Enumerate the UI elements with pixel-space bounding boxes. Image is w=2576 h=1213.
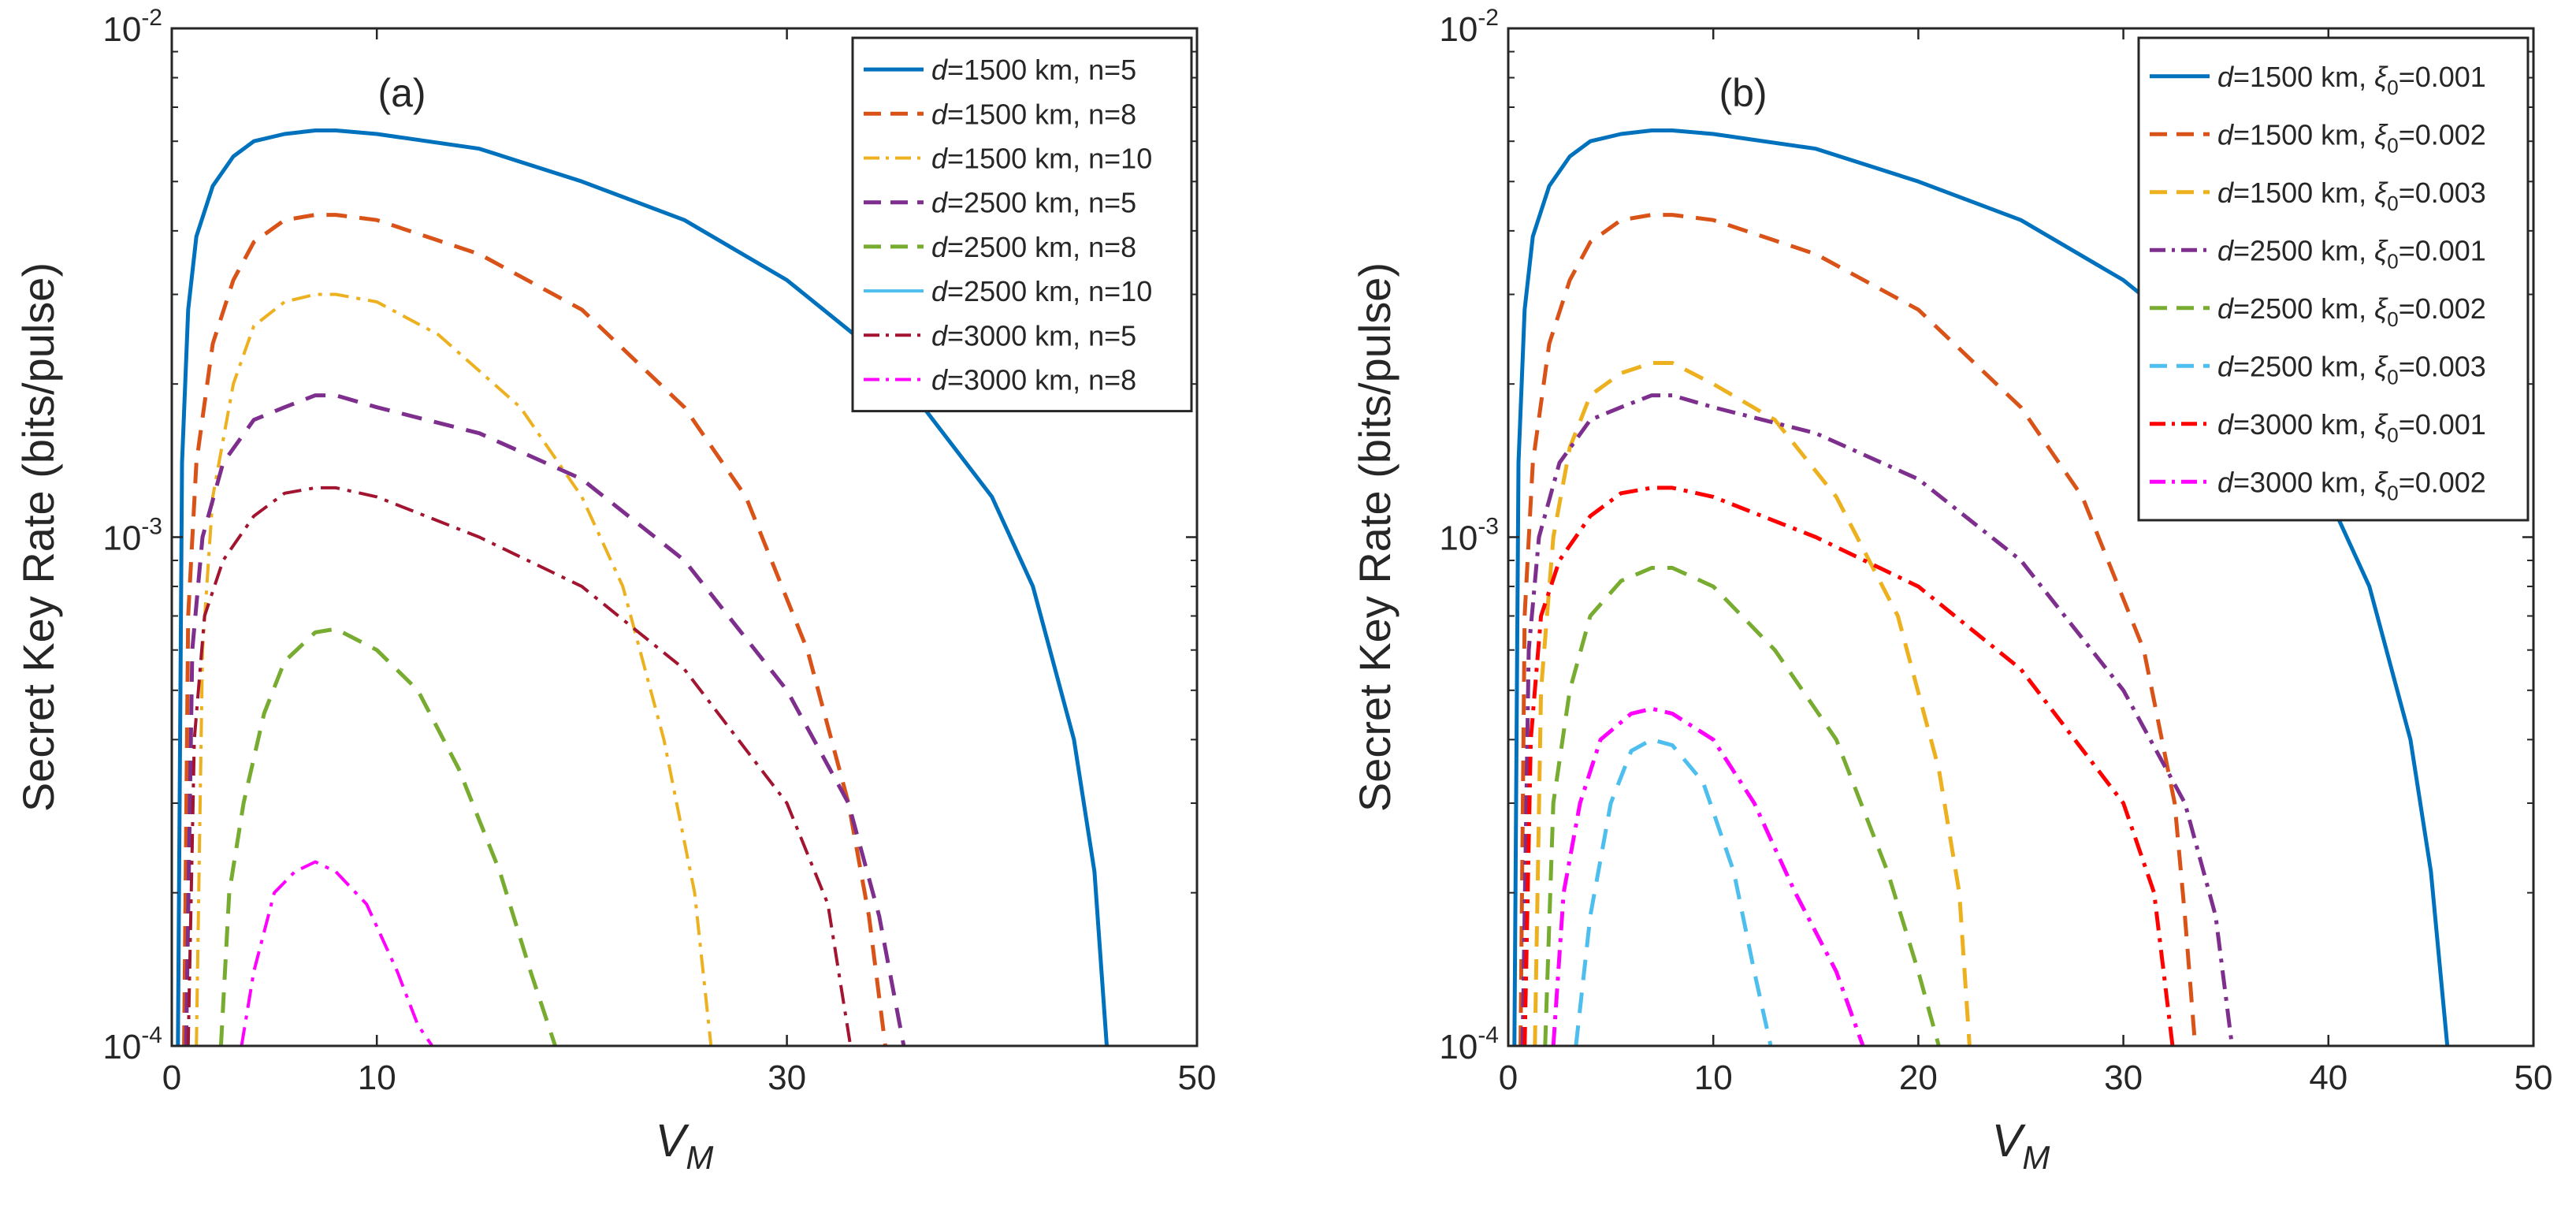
y-tick-label: 10-2 — [102, 5, 162, 49]
plot-area — [176, 128, 1109, 1046]
x-tick-label: 30 — [2104, 1059, 2143, 1097]
legend-entry-label: d=1500 km, n=8 — [931, 98, 1136, 130]
x-axis-label: VM — [656, 1115, 714, 1176]
series-line-4 — [184, 393, 906, 1046]
panel-a: 0 10 30 50 10-4 10-3 10-2 VM Secret Key Rate (bi… — [13, 5, 1216, 1176]
x-tick-label: 0 — [162, 1059, 181, 1097]
y-tick-label: 10-2 — [1439, 5, 1499, 49]
x-tick-label: 10 — [358, 1059, 396, 1097]
series-line-8 — [240, 860, 434, 1046]
y-tick-label: 10-3 — [1439, 514, 1499, 558]
series-line-3 — [195, 292, 713, 1046]
x-tick-label: 50 — [2515, 1059, 2553, 1097]
legend-box — [851, 36, 1193, 413]
legend-entry-label: d=2500 km, ξ0=0.002 — [2217, 292, 2486, 331]
y-axis-label: Secret Key Rate (bits/pulse) — [13, 262, 63, 812]
series-line-1 — [176, 128, 1109, 1046]
legend-entry-label: d=1500 km, ξ0=0.002 — [2217, 118, 2486, 157]
series-line-6 — [1574, 737, 1773, 1046]
legend-entry-label: d=2500 km, ξ0=0.001 — [2217, 234, 2486, 273]
x-tick-label: 10 — [1694, 1059, 1733, 1097]
x-tick-label: 20 — [1899, 1059, 1938, 1097]
y-tick-label: 10-4 — [102, 1022, 162, 1066]
x-tick-label: 40 — [2309, 1059, 2347, 1097]
legend-entry-label: d=1500 km, ξ0=0.001 — [2217, 61, 2486, 99]
series-line-7 — [1522, 486, 2175, 1046]
plot-area — [1512, 128, 2450, 1046]
legend-box — [2137, 36, 2530, 522]
series-line-8 — [1551, 706, 1865, 1046]
panel-label: (a) — [377, 71, 426, 115]
legend-entry-label: d=2500 km, n=5 — [931, 187, 1136, 219]
legend-entry-label: d=1500 km, n=10 — [931, 143, 1152, 175]
y-tick-label: 10-3 — [102, 514, 162, 558]
series-line-1 — [1512, 128, 2450, 1046]
x-tick-label: 30 — [768, 1059, 806, 1097]
legend-entry-label: d=3000 km, ξ0=0.002 — [2217, 466, 2486, 504]
legend-entry-label: d=3000 km, n=8 — [931, 364, 1136, 396]
legend: d=1500 km, ξ0=0.001 d=1500 km, ξ0=0.002 d=… — [2137, 36, 2530, 522]
series-line-4 — [1520, 393, 2234, 1046]
x-tick-label: 0 — [1499, 1059, 1518, 1097]
legend-entry-label: d=3000 km, ξ0=0.001 — [2217, 408, 2486, 447]
legend-entry-label: d=2500 km, n=10 — [931, 275, 1152, 307]
legend-entry-label: d=3000 km, n=5 — [931, 319, 1136, 352]
series-line-5 — [1543, 566, 1941, 1046]
series-line-2 — [182, 213, 887, 1046]
legend: d=1500 km, n=5 d=1500 km, n=8 d=1500 km, n… — [851, 36, 1193, 413]
panel-label: (b) — [1719, 71, 1767, 115]
y-tick-label: 10-4 — [1439, 1022, 1499, 1066]
panel-b: 0 10 20 30 40 50 10-4 10-3 10-2 VM Secret Key Rate… — [1350, 5, 2552, 1176]
legend-entry-label: d=1500 km, n=5 — [931, 54, 1136, 86]
x-tick-label: 50 — [1178, 1059, 1217, 1097]
series-line-7 — [186, 486, 853, 1046]
series-line-5 — [218, 627, 557, 1046]
y-axis-label: Secret Key Rate (bits/pulse) — [1350, 262, 1400, 812]
series-line-3 — [1533, 361, 1972, 1046]
legend-entry-label: d=1500 km, ξ0=0.003 — [2217, 177, 2486, 215]
x-axis-label: VM — [1992, 1115, 2050, 1176]
series-line-2 — [1518, 213, 2198, 1046]
legend-entry-label: d=2500 km, n=8 — [931, 231, 1136, 263]
legend-entry-label: d=2500 km, ξ0=0.003 — [2217, 350, 2486, 389]
